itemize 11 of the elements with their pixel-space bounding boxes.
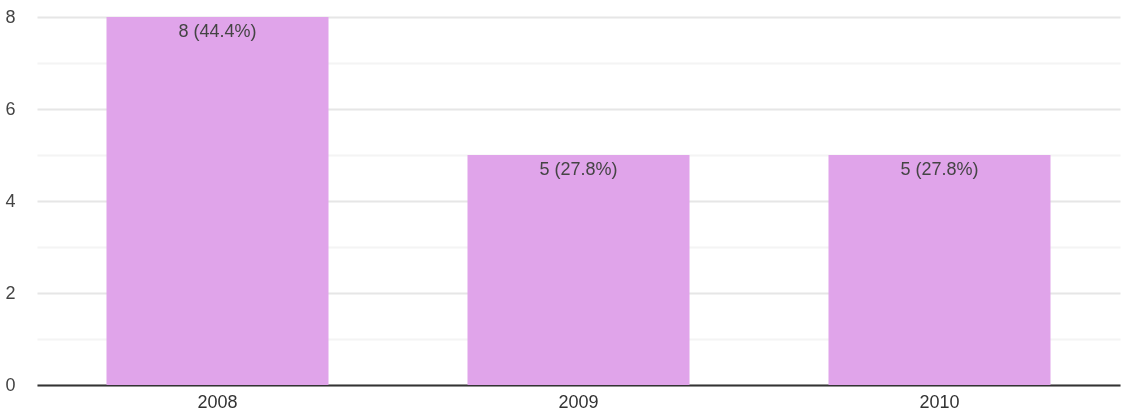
data-label: 5 (27.8%) bbox=[900, 159, 979, 179]
x-tick-label: 2010 bbox=[919, 391, 960, 412]
y-tick-label: 0 bbox=[5, 374, 16, 395]
y-tick-label: 8 bbox=[5, 6, 16, 27]
y-tick-label: 2 bbox=[5, 282, 16, 303]
x-tick-label: 2008 bbox=[197, 391, 238, 412]
x-tick-label: 2009 bbox=[558, 391, 599, 412]
data-label: 8 (44.4%) bbox=[178, 21, 257, 41]
data-label: 5 (27.8%) bbox=[539, 159, 618, 179]
y-tick-label: 4 bbox=[5, 190, 16, 211]
y-tick-label: 6 bbox=[5, 98, 16, 119]
